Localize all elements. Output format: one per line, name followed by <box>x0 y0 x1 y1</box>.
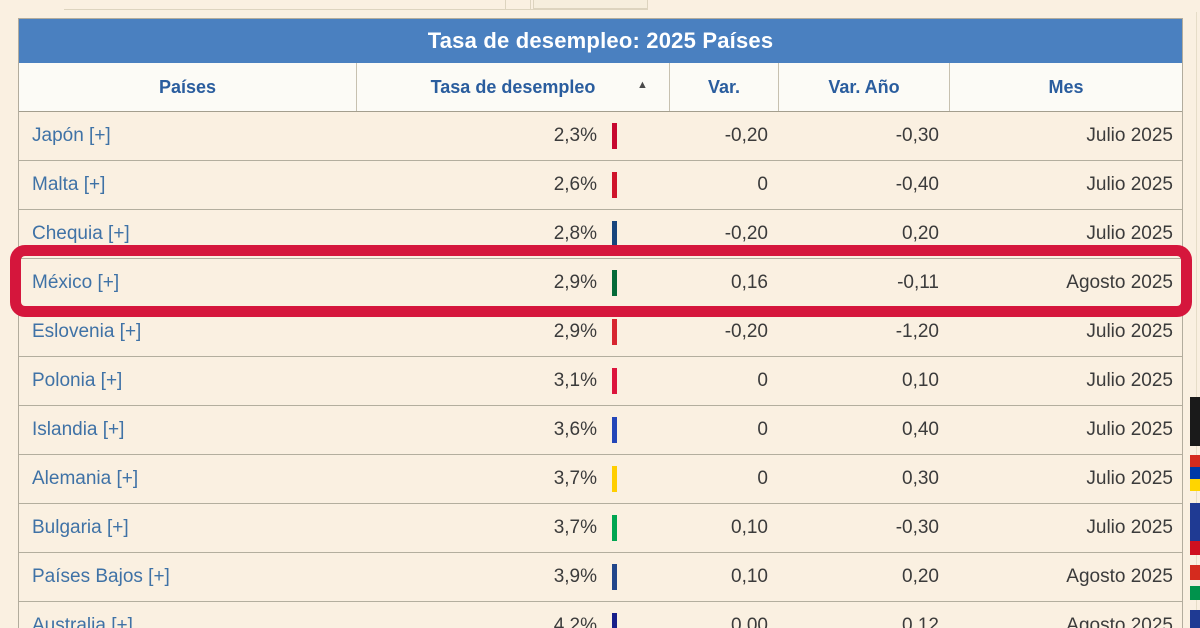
edge-flag-fragment <box>1190 397 1200 446</box>
country-link[interactable]: Australia [+] <box>32 615 133 628</box>
rate-value: 3,7% <box>553 468 597 489</box>
country-link[interactable]: Malta [+] <box>32 174 106 195</box>
edge-flag-fragment <box>1190 610 1200 628</box>
month-value: Julio 2025 <box>1086 419 1173 440</box>
rate-value: 2,6% <box>553 174 597 195</box>
column-header-var[interactable]: Var. <box>669 63 778 111</box>
rate-value: 3,1% <box>553 370 597 391</box>
tab-bar-fragment <box>64 0 648 10</box>
table-row: Islandia [+] 3,6% 0 0,40 Julio 2025 <box>19 406 1182 455</box>
table-row: Alemania [+] 3,7% 0 0,30 Julio 2025 <box>19 455 1182 504</box>
tab-fragment <box>533 0 648 9</box>
rate-value: 2,9% <box>553 272 597 293</box>
month-value: Julio 2025 <box>1086 370 1173 391</box>
adjacent-panel-edge <box>1196 12 1197 628</box>
country-link[interactable]: Islandia [+] <box>32 419 125 440</box>
column-header-var-ano[interactable]: Var. Año <box>778 63 949 111</box>
var-value: 0 <box>757 174 768 195</box>
var-year-value: 0,12 <box>902 615 939 628</box>
var-year-value: 0,20 <box>902 223 939 244</box>
table-row: Países Bajos [+] 3,9% 0,10 0,20 Agosto 2… <box>19 553 1182 602</box>
flag-color-bar <box>612 123 617 149</box>
var-value: 0 <box>757 419 768 440</box>
country-link[interactable]: Japón [+] <box>32 125 111 146</box>
var-value: 0,00 <box>731 615 768 628</box>
month-value: Julio 2025 <box>1086 468 1173 489</box>
rate-value: 4,2% <box>553 615 597 628</box>
country-link[interactable]: Bulgaria [+] <box>32 517 129 538</box>
var-year-value: -0,30 <box>895 517 939 538</box>
flag-color-bar <box>612 515 617 541</box>
var-year-value: -0,30 <box>895 125 939 146</box>
column-header-tasa-label: Tasa de desempleo <box>430 76 596 97</box>
table-row: Malta [+] 2,6% 0 -0,40 Julio 2025 <box>19 161 1182 210</box>
table-title: Tasa de desempleo: 2025 Países <box>19 19 1182 63</box>
var-value: -0,20 <box>724 223 768 244</box>
edge-flag-fragment <box>1190 565 1200 600</box>
var-year-value: 0,20 <box>902 566 939 587</box>
flag-color-bar <box>612 221 617 247</box>
column-header-paises[interactable]: Países <box>158 76 217 97</box>
rate-value: 3,7% <box>553 517 597 538</box>
country-link[interactable]: Eslovenia [+] <box>32 321 142 342</box>
var-year-value: 0,10 <box>902 370 939 391</box>
var-value: 0,10 <box>731 566 768 587</box>
month-value: Agosto 2025 <box>1066 566 1173 587</box>
month-value: Julio 2025 <box>1086 517 1173 538</box>
edge-flag-fragment <box>1190 503 1200 555</box>
country-link[interactable]: México [+] <box>32 272 120 293</box>
flag-color-bar <box>612 172 617 198</box>
table-row: Australia [+] 4,2% 0,00 0,12 Agosto 2025 <box>19 602 1182 628</box>
flag-color-bar <box>612 270 617 296</box>
flag-color-bar <box>612 613 617 628</box>
table-row: Eslovenia [+] 2,9% -0,20 -1,20 Julio 202… <box>19 308 1182 357</box>
var-value: 0 <box>757 370 768 391</box>
table-row: Bulgaria [+] 3,7% 0,10 -0,30 Julio 2025 <box>19 504 1182 553</box>
var-year-value: -0,11 <box>897 272 939 293</box>
var-value: -0,20 <box>724 125 768 146</box>
var-year-value: 0,30 <box>902 468 939 489</box>
country-link[interactable]: Chequia [+] <box>32 223 130 244</box>
unemployment-table: Tasa de desempleo: 2025 Países Países Ta… <box>18 18 1183 628</box>
rate-value: 2,8% <box>553 223 597 244</box>
month-value: Julio 2025 <box>1086 125 1173 146</box>
flag-color-bar <box>612 368 617 394</box>
rate-value: 2,3% <box>553 125 597 146</box>
table-row: Japón [+] 2,3% -0,20 -0,30 Julio 2025 <box>19 112 1182 161</box>
month-value: Julio 2025 <box>1086 321 1173 342</box>
table-row: México [+] 2,9% 0,16 -0,11 Agosto 2025 <box>19 259 1182 308</box>
month-value: Agosto 2025 <box>1066 615 1173 628</box>
month-value: Agosto 2025 <box>1066 272 1173 293</box>
table-row: Chequia [+] 2,8% -0,20 0,20 Julio 2025 <box>19 210 1182 259</box>
column-header-mes[interactable]: Mes <box>949 63 1182 111</box>
table-body: Japón [+] 2,3% -0,20 -0,30 Julio 2025 Ma… <box>19 112 1182 628</box>
flag-color-bar <box>612 417 617 443</box>
var-value: 0 <box>757 468 768 489</box>
table-header-row: Países Tasa de desempleo ▲ Var. Var. Año… <box>19 63 1182 112</box>
flag-color-bar <box>612 466 617 492</box>
country-link[interactable]: Alemania [+] <box>32 468 139 489</box>
sort-ascending-icon: ▲ <box>637 79 648 91</box>
month-value: Julio 2025 <box>1086 223 1173 244</box>
rate-value: 2,9% <box>553 321 597 342</box>
rate-value: 3,9% <box>553 566 597 587</box>
var-year-value: -1,20 <box>895 321 939 342</box>
rate-value: 3,6% <box>553 419 597 440</box>
tab-fragment <box>505 0 531 9</box>
month-value: Julio 2025 <box>1086 174 1173 195</box>
column-header-tasa[interactable]: Tasa de desempleo ▲ <box>356 63 669 111</box>
table-row: Polonia [+] 3,1% 0 0,10 Julio 2025 <box>19 357 1182 406</box>
var-value: 0,10 <box>731 517 768 538</box>
flag-color-bar <box>612 319 617 345</box>
country-link[interactable]: Polonia [+] <box>32 370 123 391</box>
edge-flag-fragment <box>1190 455 1200 491</box>
var-year-value: 0,40 <box>902 419 939 440</box>
var-value: 0,16 <box>731 272 768 293</box>
var-value: -0,20 <box>724 321 768 342</box>
country-link[interactable]: Países Bajos [+] <box>32 566 170 587</box>
var-year-value: -0,40 <box>895 174 939 195</box>
flag-color-bar <box>612 564 617 590</box>
